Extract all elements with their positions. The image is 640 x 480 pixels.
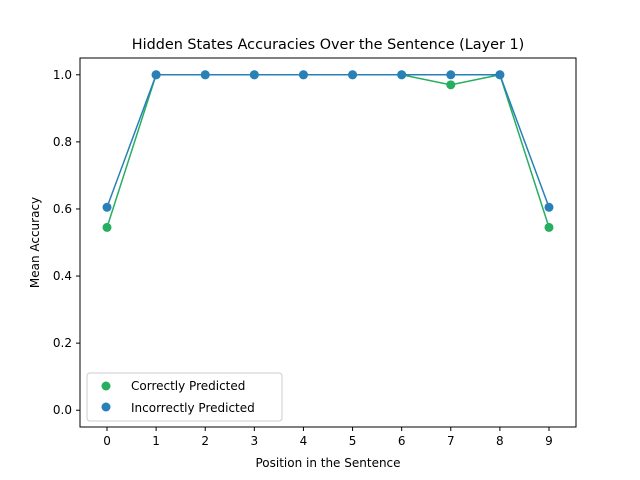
data-point-incorrect: [298, 70, 308, 80]
data-point-incorrect: [495, 70, 505, 80]
x-axis-label: Position in the Sentence: [255, 456, 400, 470]
y-axis-label: Mean Accuracy: [28, 197, 42, 288]
x-tick-label: 0: [103, 434, 111, 448]
y-tick-label: 0.8: [53, 135, 72, 149]
x-axis: 0 1 2 3 4 5 6 7 8 9: [103, 427, 553, 448]
x-tick-label: 2: [201, 434, 209, 448]
data-point-incorrect: [446, 70, 456, 80]
x-tick-label: 4: [300, 434, 308, 448]
series-line-correct: [106, 73, 550, 228]
y-axis: 0.0 0.2 0.4 0.6 0.8 1.0: [53, 68, 80, 417]
data-point-incorrect: [348, 70, 358, 80]
data-point-incorrect: [544, 202, 554, 212]
data-point-incorrect: [249, 70, 259, 80]
plot-frame: [79, 57, 577, 428]
data-point-incorrect: [151, 70, 161, 80]
chart-title: Hidden States Accuracies Over the Senten…: [132, 37, 524, 53]
x-tick-label: 9: [545, 434, 553, 448]
data-point-correct: [544, 222, 554, 232]
series-line-incorrect: [106, 74, 550, 208]
legend: Correctly Predicted Incorrectly Predicte…: [86, 372, 283, 422]
data-point-correct: [446, 80, 456, 90]
legend-label-correct: Correctly Predicted: [131, 379, 245, 393]
x-tick-label: 1: [152, 434, 160, 448]
x-tick-label: 6: [398, 434, 406, 448]
series-layer: [102, 70, 554, 232]
y-tick-label: 0.4: [53, 269, 72, 283]
x-tick-label: 7: [447, 434, 455, 448]
x-tick-label: 3: [251, 434, 259, 448]
data-point-correct: [102, 222, 112, 232]
y-tick-label: 0.6: [53, 202, 72, 216]
y-tick-label: 0.0: [53, 403, 72, 417]
x-tick-label: 5: [349, 434, 357, 448]
legend-marker-correct: [101, 381, 111, 391]
data-point-incorrect: [397, 70, 407, 80]
data-point-incorrect: [102, 202, 112, 212]
legend-frame: [86, 372, 283, 422]
data-point-incorrect: [200, 70, 210, 80]
y-tick-label: 0.2: [53, 336, 72, 350]
x-tick-label: 8: [496, 434, 504, 448]
y-tick-label: 1.0: [53, 68, 72, 82]
legend-label-incorrect: Incorrectly Predicted: [131, 401, 255, 415]
legend-marker-incorrect: [101, 402, 111, 412]
